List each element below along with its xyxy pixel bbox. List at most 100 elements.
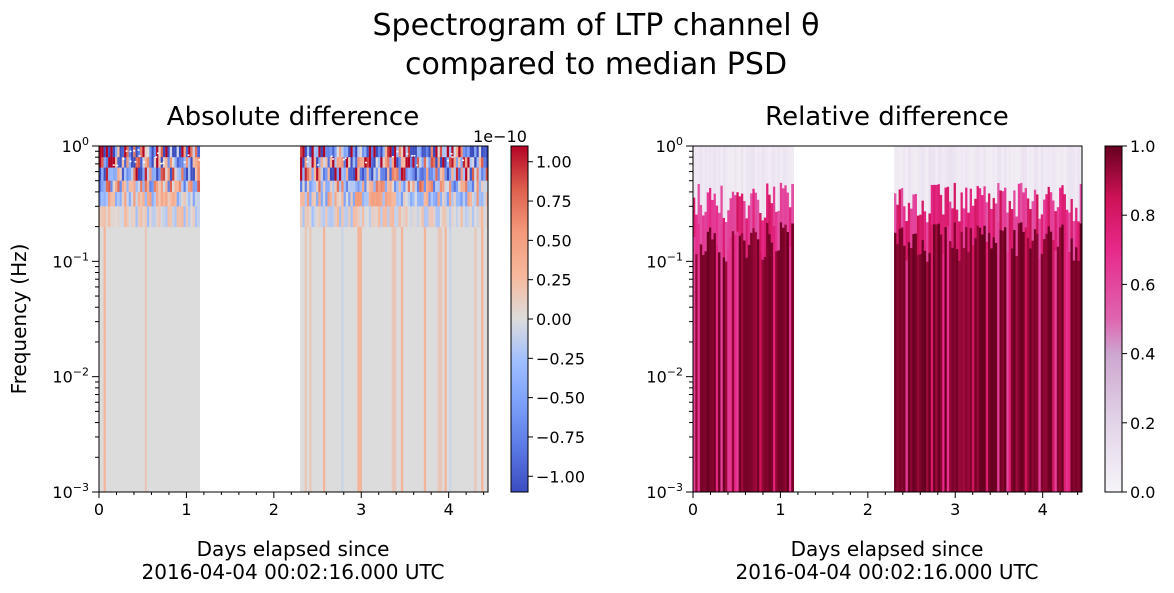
heatmap-cell: [1068, 146, 1072, 213]
heatmap-cell: [722, 146, 726, 218]
heatmap-cell: [366, 180, 370, 193]
heatmap-column: [114, 146, 118, 492]
heatmap-cell: [309, 180, 313, 193]
heatmap-column: [126, 146, 130, 492]
heatmap-cell: [377, 206, 381, 228]
heatmap-cell: [467, 180, 471, 193]
heatmap-cell: [121, 167, 125, 182]
heatmap-column: [905, 260, 909, 492]
heatmap-cell: [101, 191, 105, 207]
heatmap-column: [1033, 228, 1037, 492]
heatmap-cell: [306, 180, 310, 193]
heatmap-cell: [377, 157, 381, 169]
heatmap-cell: [923, 146, 927, 212]
heatmap-column: [343, 146, 347, 492]
heatmap-cell: [327, 191, 331, 207]
heatmap-column: [394, 146, 397, 492]
heatmap-cell: [974, 198, 978, 239]
heatmap-cell: [462, 157, 466, 169]
heatmap-column: [969, 227, 973, 492]
heatmap-cell: [126, 206, 130, 228]
heatmap-cell: [144, 206, 148, 228]
heatmap-cell: [316, 146, 319, 158]
heatmap-cell: [396, 206, 400, 228]
heatmap-cell: [437, 191, 441, 207]
heatmap-cell: [126, 146, 130, 158]
heatmap-speckle: [447, 159, 449, 162]
heatmap-cell: [361, 167, 365, 182]
colorbar-ticks: 0.0 0.2 0.4 0.6 0.8 1.0: [1122, 137, 1155, 502]
heatmap-cell: [983, 146, 987, 187]
heatmap-column: [926, 261, 929, 492]
heatmap-column: [398, 146, 402, 492]
heatmap-cell: [327, 206, 331, 228]
heatmap-speckle: [462, 159, 465, 161]
heatmap-column: [935, 223, 939, 492]
heatmap-cell: [414, 167, 418, 182]
heatmap-column: [471, 146, 475, 492]
heatmap-cell: [699, 146, 703, 205]
heatmap-cell: [194, 180, 198, 193]
heatmap-column: [364, 146, 368, 492]
heatmap-cell: [451, 167, 455, 182]
heatmap-cell: [458, 191, 461, 207]
heatmap-cell: [350, 157, 354, 169]
heatmap-cell: [389, 191, 393, 207]
x-tick-label: 2: [269, 500, 279, 519]
heatmap-cell: [325, 191, 329, 207]
heatmap-cell: [428, 146, 432, 158]
heatmap-cell: [476, 157, 480, 169]
heatmap-cell: [114, 191, 118, 207]
heatmap-cell: [311, 167, 315, 182]
heatmap-cell: [976, 146, 980, 187]
heatmap-column: [960, 231, 964, 492]
heatmap-cell: [165, 206, 169, 228]
heatmap-column: [734, 234, 737, 492]
heatmap-cell: [898, 188, 902, 229]
heatmap-column: [407, 146, 411, 492]
heatmap-cell: [396, 157, 400, 169]
heatmap-speckle: [157, 152, 160, 154]
heatmap-cell: [1008, 146, 1012, 202]
heatmap-cell: [137, 146, 141, 158]
heatmap-column: [190, 146, 194, 492]
heatmap-cell: [373, 180, 377, 193]
heatmap-cell: [451, 206, 455, 228]
heatmap-column: [955, 248, 959, 492]
heatmap-cell: [165, 157, 169, 169]
heatmap-column: [128, 146, 132, 492]
heatmap-cell: [939, 146, 943, 195]
heatmap-cell: [375, 146, 379, 158]
heatmap-cell: [339, 167, 342, 182]
heatmap-cell: [359, 191, 363, 207]
heatmap-cell: [311, 157, 315, 169]
heatmap-cell: [910, 146, 913, 209]
heatmap-cell: [391, 157, 395, 169]
heatmap-cell: [334, 180, 338, 193]
heatmap-cell: [474, 206, 478, 228]
heatmap-cell: [343, 146, 347, 158]
heatmap-cell: [304, 191, 308, 207]
heatmap-cell: [357, 191, 361, 207]
heatmap-speckle: [198, 159, 201, 161]
heatmap-cell: [178, 146, 182, 158]
x-tick-label: 4: [444, 500, 454, 519]
heatmap-cell: [990, 146, 994, 209]
heatmap-cell: [320, 191, 324, 207]
heatmap-cell: [1022, 146, 1026, 193]
heatmap-cell: [142, 180, 146, 193]
heatmap-cell: [364, 180, 368, 193]
heatmap-cell: [146, 167, 150, 182]
heatmap-cell: [1047, 186, 1051, 227]
heatmap-cell: [142, 191, 146, 207]
heatmap-cell: [309, 191, 313, 207]
heatmap-cell: [740, 146, 744, 194]
heatmap-column: [722, 256, 726, 492]
heatmap-cells: [99, 146, 488, 492]
heatmap-cell: [953, 182, 957, 223]
heatmap-cell: [361, 146, 365, 158]
heatmap-cell: [455, 157, 459, 169]
heatmap-cell: [912, 193, 916, 234]
heatmap-cell: [375, 206, 379, 228]
